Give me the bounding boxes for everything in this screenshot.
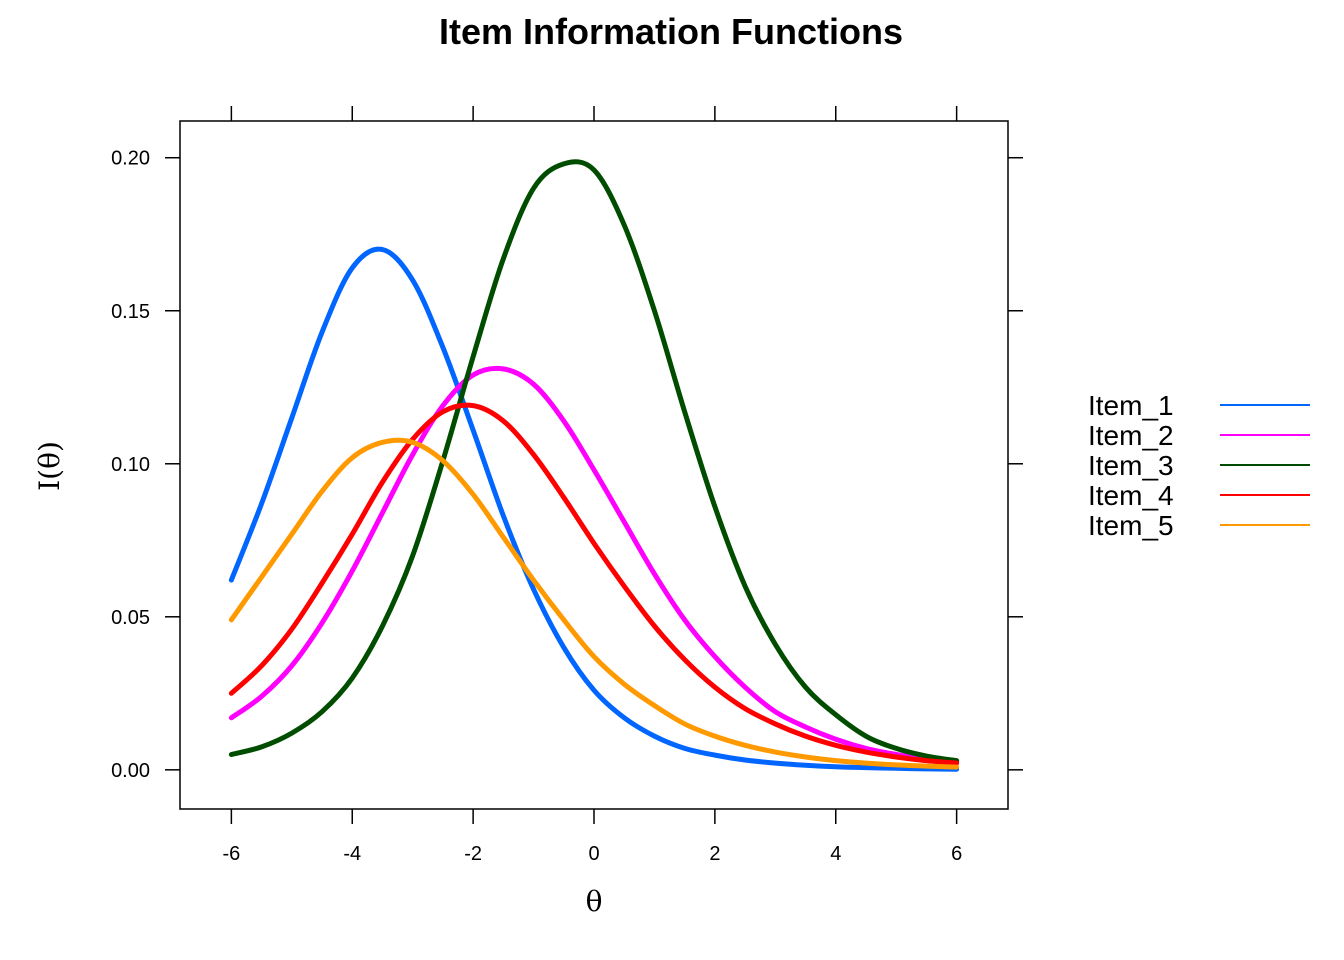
- x-axis-label: θ: [586, 885, 603, 918]
- legend-label: Item_3: [1088, 450, 1174, 481]
- x-tick-label: -2: [464, 843, 482, 865]
- legend-label: Item_4: [1088, 480, 1174, 511]
- legend-label: Item_1: [1088, 390, 1174, 421]
- x-axis: -6 -4 -2 0 2 4 6: [222, 106, 962, 865]
- x-tick-label: 2: [709, 843, 720, 865]
- series-line-item-2: [228, 365, 960, 765]
- y-tick-label: 0.10: [111, 454, 150, 476]
- series-line-item-1: [228, 246, 960, 772]
- y-tick-label: 0.00: [111, 760, 150, 782]
- chart-title: Item Information Functions: [439, 11, 903, 52]
- y-tick-label: 0.05: [111, 607, 150, 629]
- x-tick-label: -4: [343, 843, 361, 865]
- plot-frame: [179, 120, 1009, 810]
- series-line-item-5: [228, 437, 960, 770]
- x-tick-label: 0: [588, 843, 599, 865]
- series-line-item-4: [228, 402, 960, 766]
- plot-lines: [228, 159, 960, 772]
- x-tick-label: -6: [222, 843, 240, 865]
- legend-label: Item_5: [1088, 510, 1174, 541]
- legend-label: Item_2: [1088, 420, 1174, 451]
- x-tick-label: 6: [951, 843, 962, 865]
- series-line-item-3: [228, 159, 960, 764]
- x-tick-label: 4: [830, 843, 841, 865]
- y-axis-label: I(θ): [33, 441, 66, 491]
- y-tick-label: 0.20: [111, 148, 150, 170]
- y-axis: 0.00 0.05 0.10 0.15 0.20: [111, 148, 1023, 782]
- y-tick-label: 0.15: [111, 301, 150, 323]
